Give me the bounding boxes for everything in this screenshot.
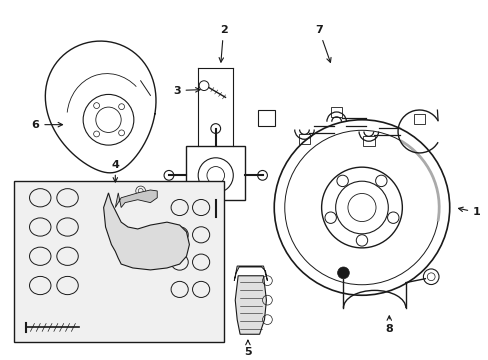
- Bar: [14, 181, 223, 342]
- Bar: [298, 134, 310, 144]
- Text: 6: 6: [31, 120, 62, 130]
- Polygon shape: [115, 190, 157, 207]
- Text: 1: 1: [458, 207, 480, 217]
- Polygon shape: [235, 276, 266, 334]
- Text: 4: 4: [111, 159, 119, 182]
- Polygon shape: [103, 193, 189, 270]
- Text: 8: 8: [385, 316, 392, 334]
- Text: 3: 3: [173, 86, 200, 95]
- Text: 5: 5: [244, 340, 251, 357]
- Text: 7: 7: [315, 25, 330, 62]
- Bar: [186, 146, 244, 200]
- Polygon shape: [234, 266, 267, 281]
- Bar: [330, 107, 342, 117]
- Bar: [413, 114, 425, 124]
- Bar: [257, 110, 275, 126]
- Text: 2: 2: [219, 25, 227, 62]
- Bar: [362, 136, 374, 146]
- Circle shape: [337, 267, 348, 279]
